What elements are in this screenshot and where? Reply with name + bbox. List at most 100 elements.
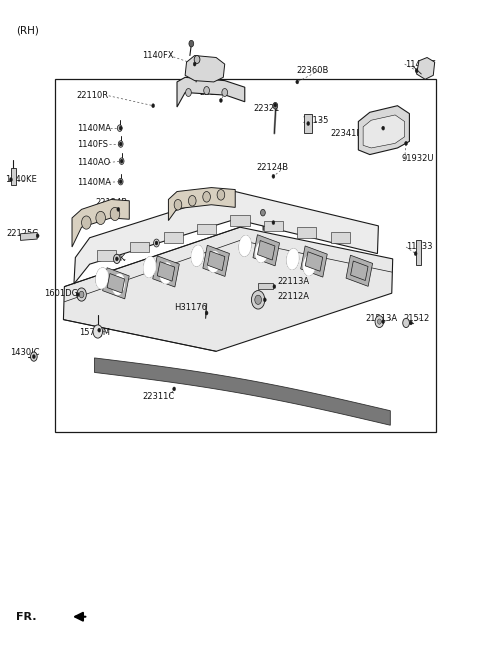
Ellipse shape bbox=[239, 235, 251, 257]
Polygon shape bbox=[331, 233, 350, 243]
Circle shape bbox=[405, 141, 408, 145]
Circle shape bbox=[119, 142, 122, 146]
Polygon shape bbox=[257, 241, 275, 260]
Polygon shape bbox=[153, 256, 180, 287]
Circle shape bbox=[93, 325, 103, 338]
Circle shape bbox=[173, 387, 176, 391]
Ellipse shape bbox=[112, 274, 125, 295]
Polygon shape bbox=[164, 233, 183, 243]
Circle shape bbox=[307, 121, 310, 125]
Circle shape bbox=[219, 98, 222, 102]
Text: 22124B: 22124B bbox=[257, 163, 289, 172]
Circle shape bbox=[264, 298, 266, 302]
Ellipse shape bbox=[191, 245, 204, 267]
Circle shape bbox=[117, 125, 122, 131]
Ellipse shape bbox=[208, 251, 220, 272]
Polygon shape bbox=[417, 58, 435, 80]
Text: 22341B: 22341B bbox=[331, 129, 363, 138]
Circle shape bbox=[203, 192, 210, 202]
Ellipse shape bbox=[255, 241, 268, 263]
Circle shape bbox=[414, 252, 417, 255]
Circle shape bbox=[377, 319, 381, 324]
Polygon shape bbox=[177, 78, 245, 107]
Circle shape bbox=[255, 295, 262, 304]
Text: 22112A: 22112A bbox=[277, 292, 309, 301]
Ellipse shape bbox=[144, 257, 156, 277]
Text: 22113A: 22113A bbox=[277, 278, 309, 286]
Polygon shape bbox=[185, 56, 225, 82]
Polygon shape bbox=[130, 242, 149, 253]
Polygon shape bbox=[363, 115, 405, 148]
Circle shape bbox=[174, 200, 182, 210]
Polygon shape bbox=[346, 255, 372, 286]
Text: 1140AO: 1140AO bbox=[77, 158, 110, 167]
Text: 1140KE: 1140KE bbox=[5, 175, 37, 184]
Ellipse shape bbox=[287, 249, 299, 270]
Text: 1140FX: 1140FX bbox=[142, 51, 174, 60]
Circle shape bbox=[217, 190, 225, 200]
Bar bbox=[304, 113, 312, 133]
Circle shape bbox=[36, 234, 39, 238]
Circle shape bbox=[205, 311, 208, 315]
Text: H31176: H31176 bbox=[174, 302, 207, 312]
Ellipse shape bbox=[303, 255, 315, 276]
Circle shape bbox=[77, 288, 86, 301]
Circle shape bbox=[189, 196, 196, 206]
Ellipse shape bbox=[303, 255, 315, 276]
Circle shape bbox=[119, 180, 122, 184]
Circle shape bbox=[119, 126, 122, 130]
Text: 22110R: 22110R bbox=[77, 91, 109, 100]
Bar bbox=[258, 282, 274, 289]
Circle shape bbox=[10, 178, 12, 182]
Polygon shape bbox=[168, 188, 235, 221]
Circle shape bbox=[154, 239, 159, 247]
Circle shape bbox=[382, 320, 384, 324]
Polygon shape bbox=[297, 227, 316, 238]
Text: 1140FF: 1140FF bbox=[405, 60, 435, 68]
Polygon shape bbox=[157, 262, 175, 281]
Circle shape bbox=[204, 87, 209, 95]
Circle shape bbox=[261, 210, 265, 216]
Circle shape bbox=[194, 56, 200, 64]
Text: FR.: FR. bbox=[16, 612, 36, 622]
Text: 22125C: 22125C bbox=[6, 229, 38, 238]
Ellipse shape bbox=[287, 249, 299, 270]
Circle shape bbox=[186, 89, 192, 96]
Polygon shape bbox=[230, 215, 250, 226]
Polygon shape bbox=[21, 233, 37, 241]
Polygon shape bbox=[74, 192, 378, 284]
Polygon shape bbox=[350, 261, 368, 280]
Circle shape bbox=[76, 292, 79, 296]
Circle shape bbox=[296, 80, 299, 84]
Polygon shape bbox=[305, 252, 323, 271]
Polygon shape bbox=[264, 221, 283, 231]
Text: 22135: 22135 bbox=[302, 116, 328, 125]
Circle shape bbox=[152, 103, 155, 107]
Text: 22124B: 22124B bbox=[96, 198, 128, 208]
Circle shape bbox=[193, 62, 196, 66]
Text: 22321: 22321 bbox=[253, 104, 280, 113]
Ellipse shape bbox=[208, 251, 220, 272]
Polygon shape bbox=[103, 268, 129, 299]
Circle shape bbox=[96, 211, 106, 225]
Text: 1601DG: 1601DG bbox=[44, 289, 78, 298]
Circle shape bbox=[98, 328, 101, 332]
Circle shape bbox=[155, 241, 158, 245]
Text: 1430JK: 1430JK bbox=[96, 255, 125, 263]
Text: 22114D: 22114D bbox=[273, 213, 305, 223]
Circle shape bbox=[272, 174, 275, 178]
Circle shape bbox=[409, 321, 412, 325]
Text: 91932U: 91932U bbox=[401, 154, 434, 163]
Polygon shape bbox=[253, 235, 279, 266]
Circle shape bbox=[274, 103, 277, 107]
Ellipse shape bbox=[144, 257, 156, 277]
Ellipse shape bbox=[255, 241, 268, 263]
Polygon shape bbox=[203, 245, 229, 276]
Circle shape bbox=[117, 208, 120, 211]
Circle shape bbox=[120, 159, 123, 163]
Circle shape bbox=[79, 291, 84, 298]
Text: 22124B: 22124B bbox=[199, 88, 231, 97]
Polygon shape bbox=[95, 358, 390, 425]
Circle shape bbox=[116, 257, 118, 261]
Circle shape bbox=[273, 102, 278, 109]
